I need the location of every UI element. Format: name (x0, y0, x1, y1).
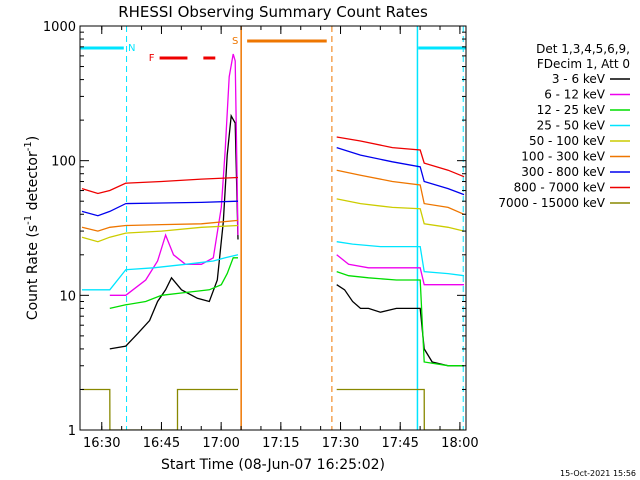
y-tick-label: 10 (59, 289, 76, 304)
series-line-7-pre (81, 200, 239, 217)
legend-label: 50 - 100 keV (529, 134, 606, 148)
chart-title: RHESSI Observing Summary Count Rates (118, 3, 428, 21)
legend-label: 12 - 25 keV (537, 103, 606, 117)
legend-header-line-2: FDecim 1, Att 0 (537, 57, 630, 71)
y-axis-label: Count Rate (s-1 detector-1) (23, 136, 41, 320)
x-axis-label: Start Time (08-Jun-07 16:25:02) (161, 457, 385, 473)
timestamp-label: 15-Oct-2021 15:56 (560, 469, 636, 478)
legend-label: 800 - 7000 keV (514, 181, 606, 195)
series-line-5-pre (81, 224, 239, 243)
y-axis-label-main: Count Rate (s (25, 225, 41, 320)
y-axis-label-middle: detector (25, 151, 41, 215)
series-line-1-pre (109, 113, 239, 350)
legend-label: 3 - 6 keV (552, 72, 606, 86)
legend-label: 100 - 300 keV (521, 150, 605, 164)
y-axis-label-superscript-2: -1 (23, 141, 34, 151)
y-axis: 1 10 100 1000 (43, 20, 466, 439)
legend-header-line-1: Det 1,3,4,5,6,9, (536, 42, 630, 56)
series-line-3-post (336, 270, 464, 367)
flag-layer: N F S (80, 26, 466, 430)
x-tick-label: 17:00 (202, 436, 239, 451)
series-line-2-post (336, 254, 464, 286)
series-line-8-post (336, 136, 465, 178)
x-tick-label: 17:45 (381, 436, 418, 451)
x-tick-label: 16:45 (143, 436, 180, 451)
x-tick-label: 17:30 (322, 436, 359, 451)
series-line-4-pre (82, 254, 239, 291)
y-axis-label-superscript-1: -1 (23, 215, 34, 225)
series-line-8-pre (81, 176, 239, 195)
legend-label: 7000 - 15000 keV (498, 196, 605, 210)
series-line-5-post (336, 198, 465, 232)
saa-flag-label: S (232, 36, 238, 47)
series-line-3-pre (109, 257, 238, 310)
legend-label: 25 - 50 keV (537, 119, 606, 133)
series-line-6-pre (81, 219, 239, 232)
series-line-6-post (336, 169, 465, 215)
x-tick-label: 17:15 (262, 436, 299, 451)
series-layer (81, 53, 465, 430)
flare-flag-label: F (149, 53, 155, 64)
legend-label: 300 - 800 keV (521, 165, 605, 179)
x-tick-label: 16:30 (83, 436, 120, 451)
y-tick-label: 1 (68, 424, 76, 439)
y-axis-label-end: ) (25, 136, 41, 141)
series-line-9-post (336, 388, 464, 430)
x-axis: 16:30 16:45 17:00 17:15 17:30 17:45 18:00 (83, 26, 479, 451)
series-line-7-post (336, 146, 465, 196)
x-tick-label: 18:00 (441, 436, 478, 451)
plot-frame (79, 25, 467, 431)
y-tick-label: 1000 (43, 20, 76, 35)
y-tick-label: 100 (51, 155, 76, 170)
night-flag-label: N (128, 43, 135, 54)
legend-label: 6 - 12 keV (544, 88, 606, 102)
series-line-9-pre (82, 388, 238, 430)
series-line-4-post (336, 241, 465, 277)
series-line-2-pre (109, 53, 239, 296)
series-line-1-post (336, 284, 464, 367)
